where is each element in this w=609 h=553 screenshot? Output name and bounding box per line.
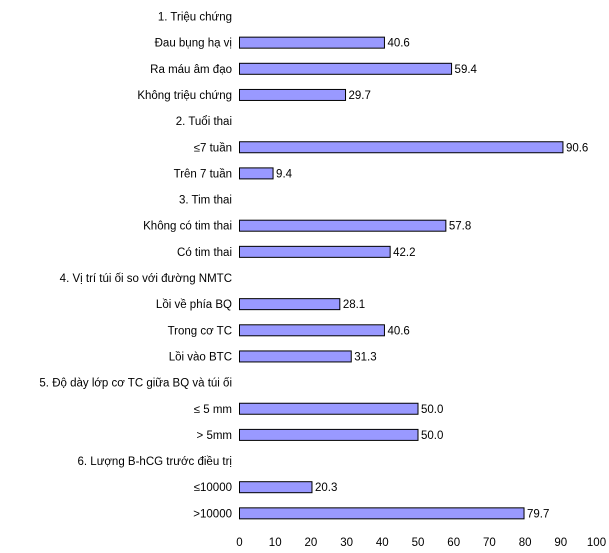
bar — [239, 88, 347, 101]
x-tick-label: 80 — [519, 537, 532, 549]
group-label: 4. Vị trí túi ối so với đường NMTC — [60, 273, 232, 285]
x-tick-label: 10 — [269, 537, 282, 549]
bar — [239, 350, 352, 363]
bar — [239, 141, 564, 154]
category-label: Lồi về phía BQ — [156, 299, 232, 311]
data-label: 79.7 — [527, 508, 549, 520]
data-label: 9.4 — [276, 168, 293, 180]
data-label: 40.6 — [387, 38, 409, 50]
data-label: 40.6 — [387, 325, 409, 337]
bar — [239, 402, 419, 415]
data-label: 59.4 — [455, 64, 478, 76]
category-label: >10000 — [193, 508, 232, 520]
category-label: Đau bụng hạ vị — [155, 38, 232, 50]
category-label: ≤ 5 mm — [194, 404, 232, 416]
bar — [239, 298, 341, 311]
category-label: Lồi vào BTC — [169, 351, 232, 363]
bar — [239, 219, 447, 232]
bar — [239, 245, 391, 258]
category-label: Trong cơ TC — [168, 325, 232, 337]
group-label: 5. Độ dày lớp cơ TC giữa BQ và túi ối — [39, 378, 232, 390]
x-tick-label: 30 — [340, 537, 353, 549]
category-label: ≤7 tuần — [194, 142, 232, 154]
x-tick-label: 50 — [412, 537, 425, 549]
x-tick-label: 60 — [447, 537, 460, 549]
category-label: Không triệu chứng — [137, 90, 232, 102]
category-label: Không có tim thai — [143, 221, 232, 233]
bar — [239, 62, 453, 75]
bar — [239, 167, 274, 180]
group-label: 3. Tim thai — [179, 195, 232, 207]
data-label: 50.0 — [421, 430, 443, 442]
x-tick-label: 90 — [554, 537, 567, 549]
data-label: 90.6 — [566, 142, 588, 154]
data-label: 29.7 — [349, 90, 371, 102]
category-label: ≤10000 — [194, 482, 232, 494]
bar — [239, 324, 385, 337]
bar — [239, 428, 419, 441]
data-label: 50.0 — [421, 404, 443, 416]
category-label: > 5mm — [197, 430, 232, 442]
data-label: 20.3 — [315, 482, 337, 494]
bar — [239, 481, 313, 494]
bar — [239, 36, 385, 49]
category-label: Ra máu âm đạo — [150, 64, 232, 76]
x-tick-label: 40 — [376, 537, 389, 549]
x-tick-label: 100 — [587, 537, 606, 549]
data-label: 28.1 — [343, 299, 365, 311]
bar — [239, 507, 525, 520]
data-label: 42.2 — [393, 247, 415, 259]
x-tick-label: 0 — [236, 537, 242, 549]
category-label: Trên 7 tuần — [174, 168, 232, 180]
group-label: 2. Tuổi thai — [176, 116, 232, 128]
x-tick-label: 70 — [483, 537, 496, 549]
group-label: 1. Triệu chứng — [158, 12, 232, 24]
x-tick-label: 20 — [305, 537, 318, 549]
data-label: 31.3 — [354, 351, 376, 363]
category-label: Có tim thai — [177, 247, 232, 259]
data-label: 57.8 — [449, 221, 471, 233]
group-label: 6. Lượng B-hCG trước điều trị — [78, 456, 232, 468]
